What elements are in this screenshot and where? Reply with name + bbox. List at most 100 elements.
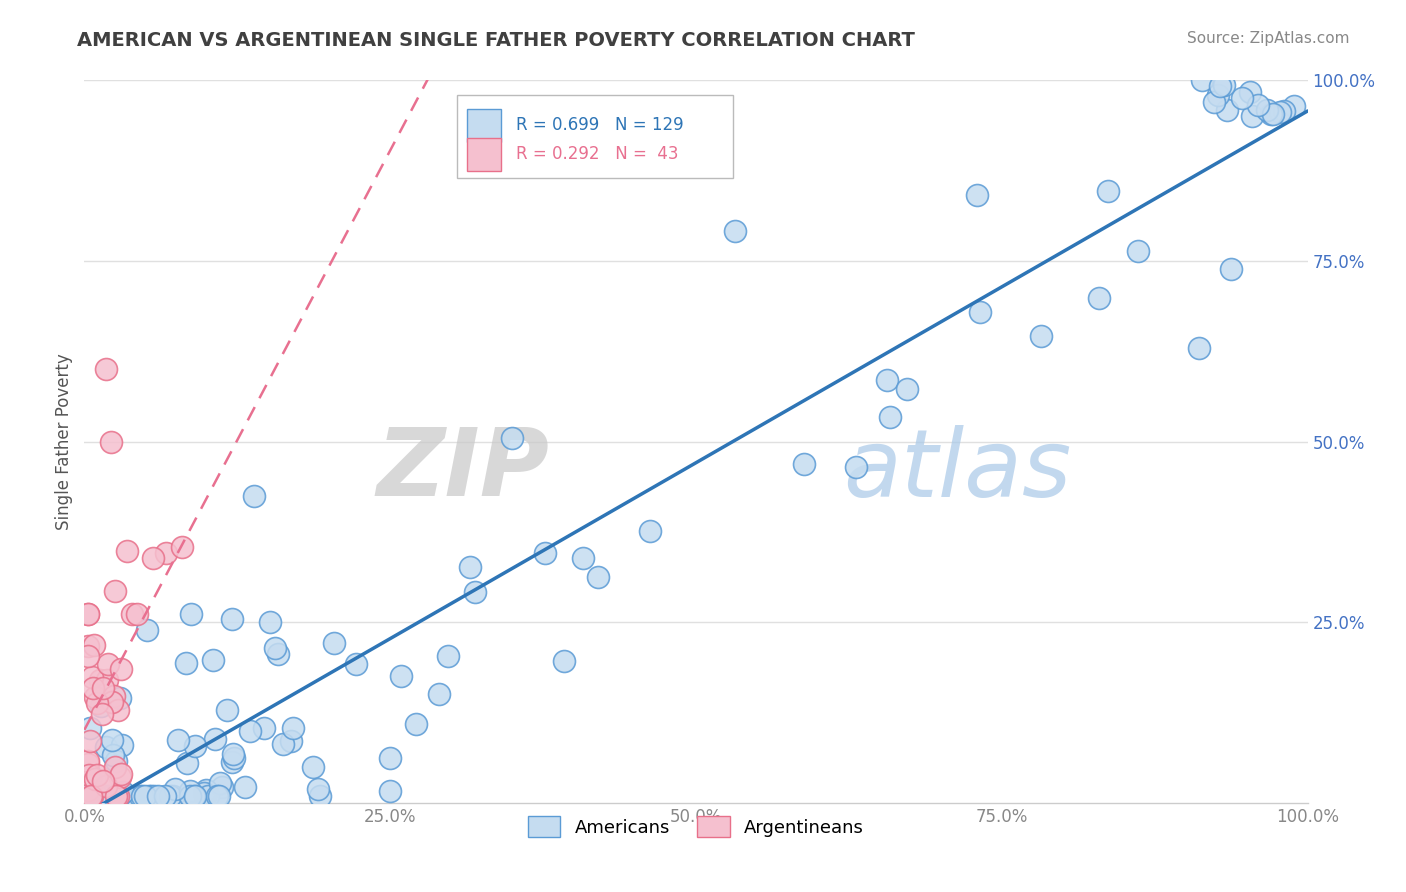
Point: [1268, 105, 1291, 120]
Point: [1282, 99, 1305, 113]
Point: [80, 789, 103, 803]
Point: [1230, 91, 1253, 105]
Point: [82, 789, 104, 803]
Point: [104, 789, 127, 803]
Point: [436, 649, 458, 664]
Point: [103, 747, 125, 762]
Point: [464, 585, 486, 599]
Point: [221, 747, 243, 761]
Point: [221, 756, 243, 770]
Point: [134, 789, 156, 803]
Point: [82, 789, 104, 803]
Point: [80, 670, 103, 684]
Point: [90, 699, 112, 714]
Point: [1260, 107, 1282, 121]
Point: [1247, 98, 1270, 112]
Point: [1191, 73, 1213, 87]
Point: [571, 550, 593, 565]
Point: [281, 721, 304, 735]
Point: [176, 756, 198, 770]
FancyBboxPatch shape: [457, 95, 733, 178]
Point: [253, 721, 276, 735]
Point: [91, 682, 114, 697]
Point: [94, 779, 117, 793]
Point: [82, 789, 104, 803]
Point: [77, 607, 100, 621]
Point: [194, 789, 217, 803]
Text: atlas: atlas: [842, 425, 1071, 516]
Point: [389, 669, 412, 683]
Point: [79, 721, 101, 735]
Point: [845, 459, 868, 474]
Point: [1128, 244, 1150, 258]
Point: [259, 615, 281, 630]
Point: [79, 734, 101, 748]
Point: [127, 607, 149, 622]
Point: [966, 188, 988, 202]
Point: [77, 639, 100, 653]
Point: [243, 489, 266, 503]
Point: [876, 373, 898, 387]
Point: [1209, 78, 1232, 93]
Point: [180, 607, 202, 622]
Point: [114, 789, 136, 803]
Point: [209, 775, 232, 789]
Point: [100, 789, 122, 803]
Point: [202, 653, 225, 667]
Point: [77, 607, 100, 621]
Point: [138, 789, 160, 803]
Point: [1256, 103, 1278, 117]
Point: [108, 770, 131, 784]
Point: [97, 657, 120, 672]
Point: [1216, 103, 1239, 118]
Point: [222, 751, 245, 765]
Point: [90, 706, 112, 721]
Point: [89, 673, 111, 688]
Text: Source: ZipAtlas.com: Source: ZipAtlas.com: [1187, 31, 1350, 46]
Point: [159, 789, 181, 803]
Point: [115, 544, 138, 558]
Point: [184, 789, 207, 803]
Point: [100, 434, 122, 449]
Point: [77, 783, 100, 797]
Point: [128, 789, 150, 803]
Point: [724, 224, 747, 238]
Point: [104, 584, 127, 599]
Legend: Americans, Argentineans: Americans, Argentineans: [520, 809, 872, 845]
Point: [111, 787, 134, 801]
Point: [896, 382, 918, 396]
Point: [221, 612, 243, 626]
Text: AMERICAN VS ARGENTINEAN SINGLE FATHER POVERTY CORRELATION CHART: AMERICAN VS ARGENTINEAN SINGLE FATHER PO…: [77, 31, 915, 50]
Point: [264, 641, 287, 656]
FancyBboxPatch shape: [467, 138, 502, 170]
Point: [553, 655, 575, 669]
Point: [107, 702, 129, 716]
Point: [197, 789, 219, 803]
Point: [131, 789, 153, 803]
Point: [80, 789, 103, 803]
Point: [308, 789, 330, 803]
Point: [405, 717, 427, 731]
Point: [1263, 107, 1285, 121]
Point: [80, 769, 103, 783]
Point: [82, 681, 104, 695]
FancyBboxPatch shape: [467, 109, 502, 142]
Point: [110, 767, 132, 781]
Point: [1272, 103, 1295, 118]
Point: [89, 789, 111, 803]
Point: [114, 789, 136, 803]
Point: [91, 774, 114, 789]
Point: [280, 734, 302, 748]
Point: [77, 754, 100, 768]
Point: [167, 732, 190, 747]
Point: [91, 681, 114, 695]
Point: [142, 789, 165, 803]
Point: [239, 723, 262, 738]
Point: [79, 768, 101, 782]
Point: [107, 789, 129, 803]
Point: [104, 789, 127, 803]
Point: [82, 789, 104, 803]
Point: [141, 789, 163, 803]
Point: [79, 789, 101, 803]
Point: [378, 784, 401, 798]
